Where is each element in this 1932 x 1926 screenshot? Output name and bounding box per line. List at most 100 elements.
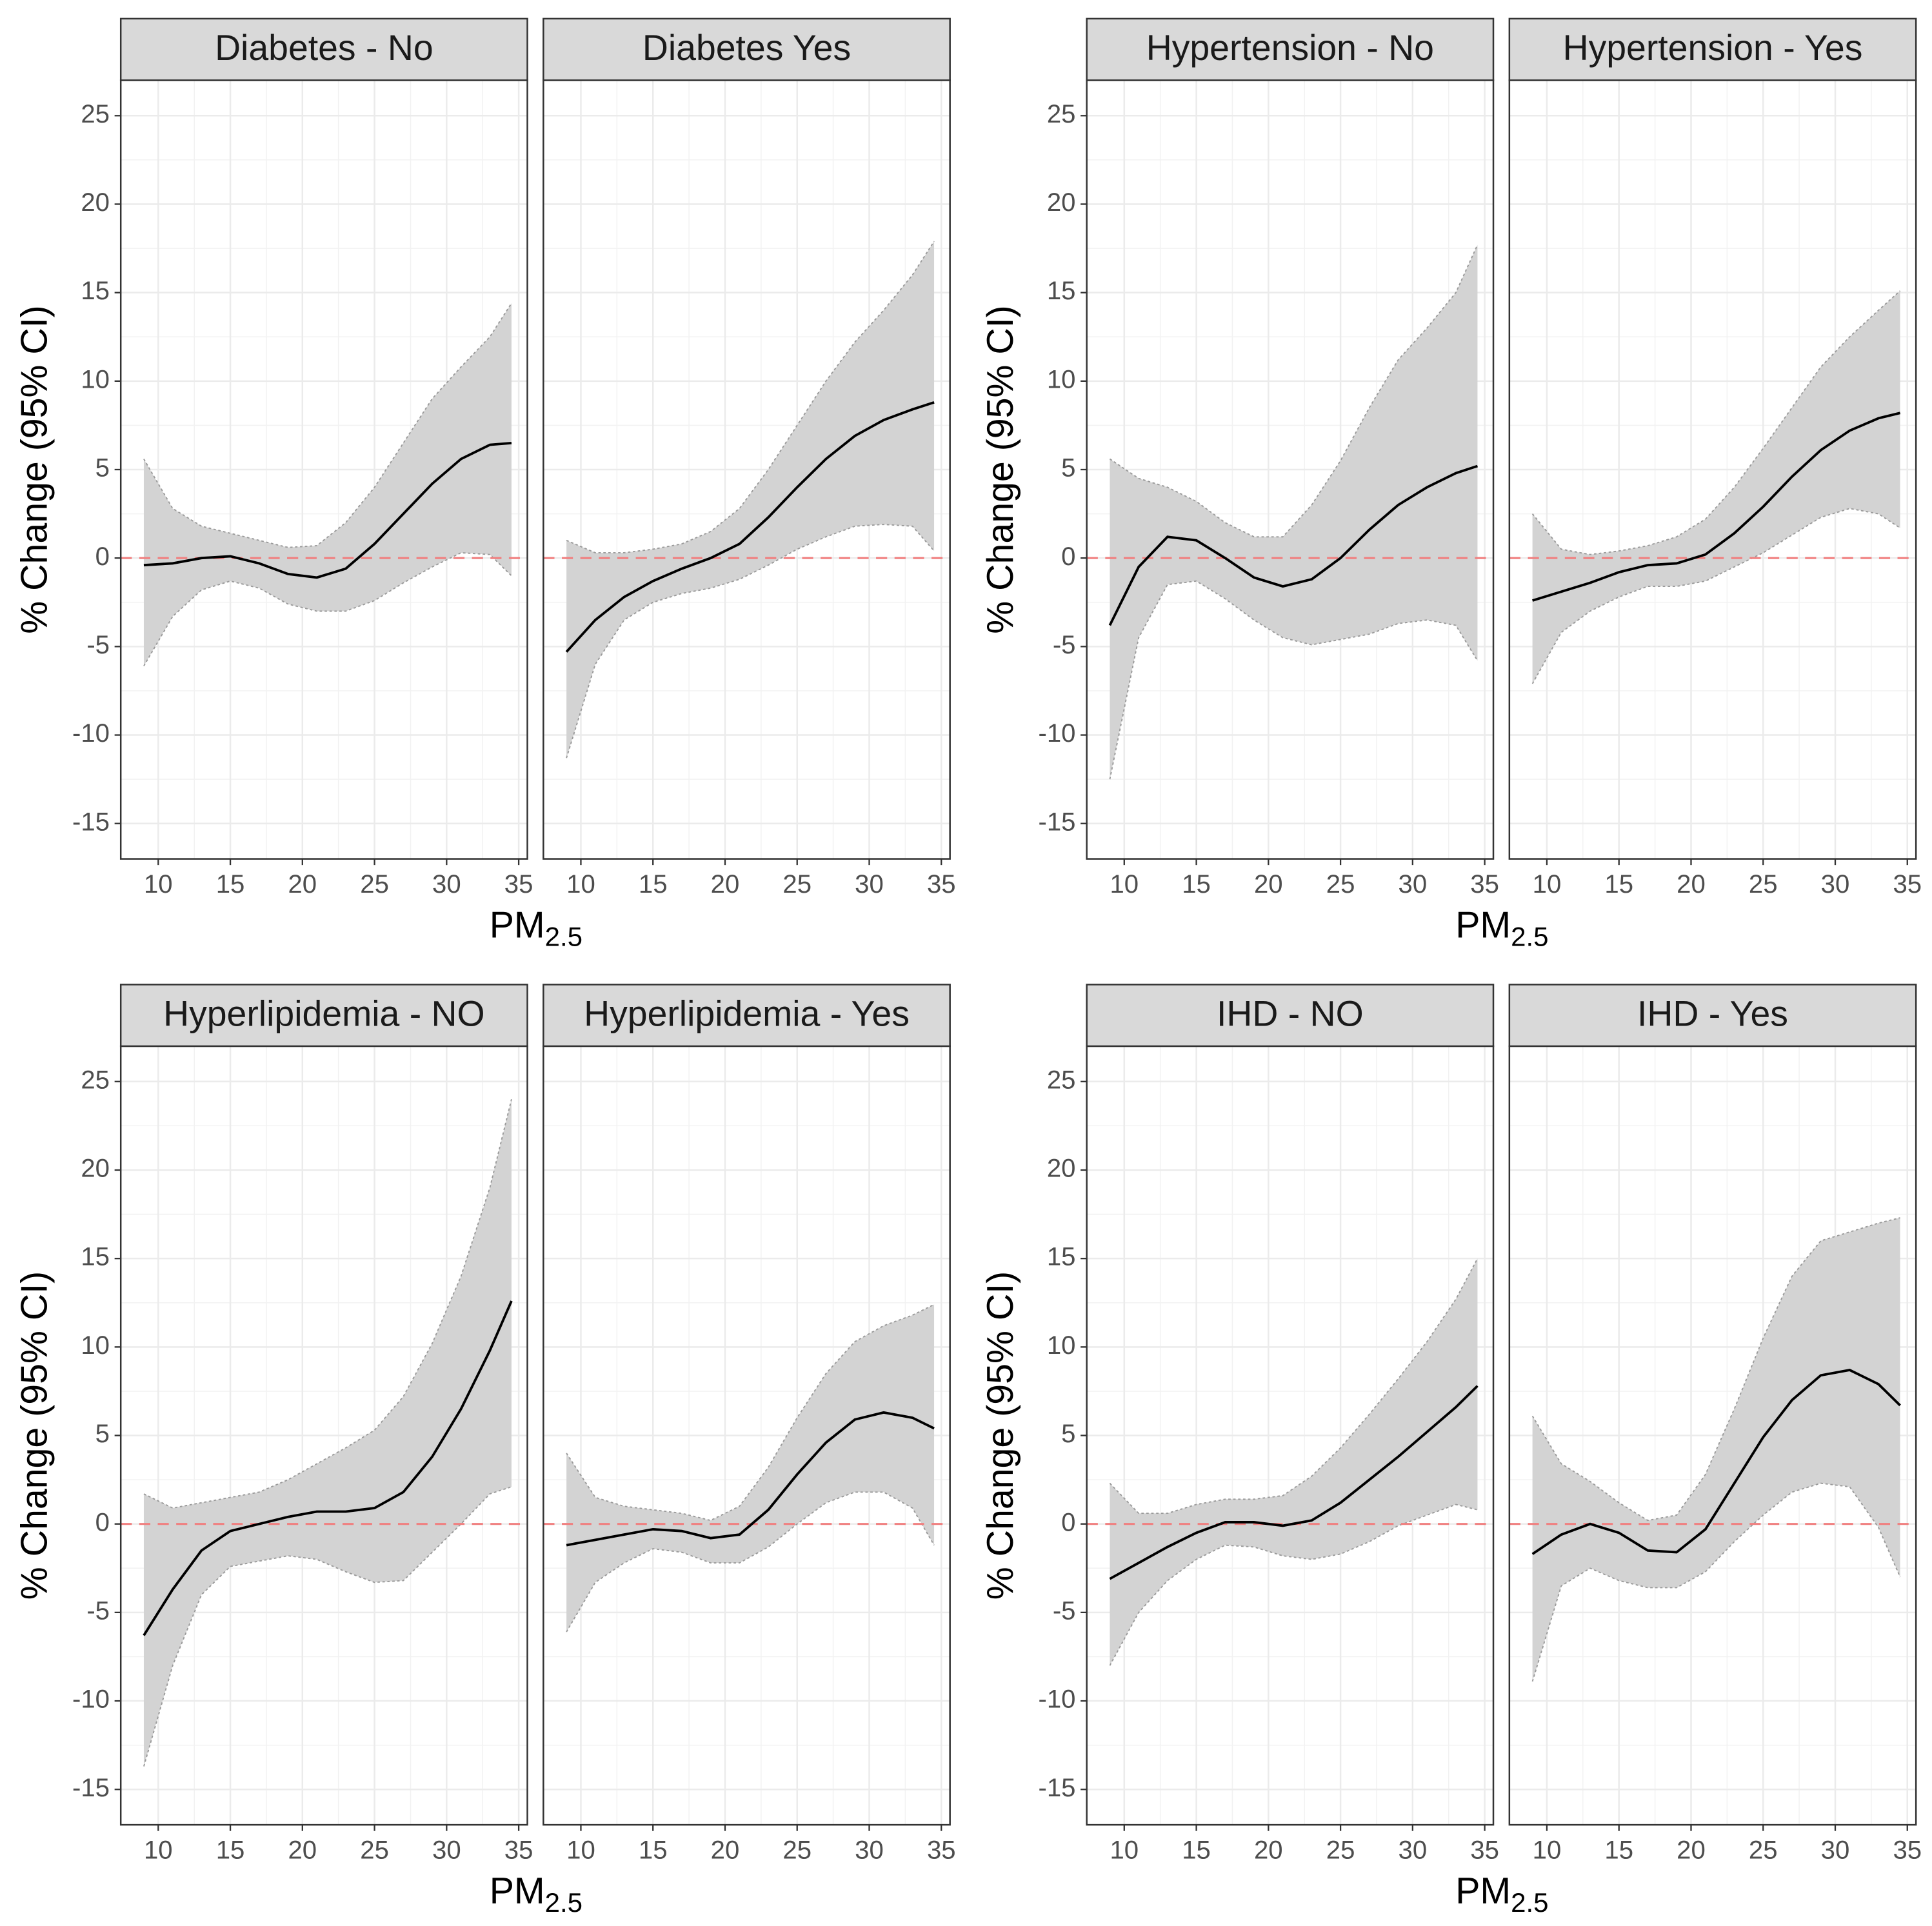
- strip-title: Diabetes - No: [215, 28, 433, 68]
- y-tick-label: -5: [86, 631, 110, 659]
- x-axis-title: PM2.5: [490, 1871, 583, 1918]
- band-edge: [1109, 1504, 1478, 1666]
- x-tick-label: 30: [1821, 870, 1850, 898]
- facet: 10 15 20 25 30 35 Diabetes Yes: [543, 17, 956, 898]
- estimate-line: [1108, 464, 1479, 626]
- x-tick-label: 25: [1326, 870, 1355, 898]
- x-tick-label: 30: [1821, 1836, 1850, 1865]
- strip-title: Hypertension - No: [1146, 28, 1434, 68]
- band-edge: [1109, 1258, 1479, 1514]
- y-tick-label: 5: [1061, 1420, 1075, 1448]
- x-tick-label: 15: [216, 870, 245, 898]
- facet: -15 -10 -5 0 5 10 15 20 25 10 15 20 25 30 35 Hypertensi…: [1039, 17, 1499, 898]
- band-edge: [566, 241, 935, 553]
- strip: [119, 17, 528, 81]
- strip-title: IHD - NO: [1217, 994, 1364, 1034]
- x-tick-label: 35: [1470, 1836, 1499, 1865]
- y-tick-label: 5: [95, 1420, 110, 1448]
- band-edge: [566, 524, 935, 759]
- x-tick-label: 20: [1677, 1836, 1706, 1865]
- y-tick-label: -5: [1053, 631, 1076, 659]
- x-tick-label: 15: [1604, 870, 1633, 898]
- x-axis-title-subscript: 2.5: [1511, 922, 1548, 952]
- x-tick-label: 10: [566, 870, 595, 898]
- x-tick-label: 20: [711, 1836, 740, 1865]
- confidence-band: [143, 303, 512, 666]
- estimate-line: [566, 1411, 935, 1547]
- x-tick-label: 20: [1254, 870, 1283, 898]
- strip: [1508, 17, 1917, 81]
- x-tick-label: 35: [504, 870, 533, 898]
- y-tick-label: -10: [72, 719, 110, 748]
- x-tick-label: 15: [639, 1836, 668, 1865]
- y-tick-label: 10: [81, 1331, 110, 1360]
- band-edge: [1109, 580, 1479, 780]
- x-axis-title-main: PM: [1455, 905, 1511, 946]
- x-tick-label: 20: [288, 1836, 317, 1865]
- estimate-line: [1531, 1369, 1901, 1555]
- band-edge: [1531, 290, 1901, 555]
- x-tick-label: 35: [927, 1836, 956, 1865]
- chart: -15 -10 -5 0 5 10 15 20 25 10 15 20 25 30 35 Hyperlipid…: [14, 984, 956, 1918]
- y-tick-label: 10: [81, 365, 110, 393]
- strip: [119, 984, 528, 1047]
- y-tick-label: 20: [81, 188, 110, 217]
- y-tick-label: 25: [81, 1066, 110, 1094]
- strip-title: IHD - Yes: [1637, 994, 1788, 1034]
- strip: [1086, 984, 1495, 1047]
- facet: 10 15 20 25 30 35 Hypertension - Yes: [1508, 17, 1922, 898]
- strip: [1086, 17, 1495, 81]
- y-tick-label: -15: [1039, 808, 1076, 836]
- y-tick-label: 15: [1047, 1243, 1076, 1271]
- x-axis-title: PM2.5: [490, 905, 583, 952]
- y-tick-label: 0: [1061, 542, 1075, 571]
- x-axis-title-main: PM: [1455, 1871, 1511, 1912]
- x-tick-label: 15: [216, 1836, 245, 1865]
- band-edge: [1531, 508, 1901, 684]
- y-tick-label: 10: [1047, 1331, 1076, 1360]
- strip-title: Hyperlipidemia - NO: [163, 994, 485, 1034]
- x-tick-label: 10: [144, 1836, 173, 1865]
- chart: -15 -10 -5 0 5 10 15 20 25 10 15 20 25 30 35 Hypertensi…: [980, 17, 1922, 952]
- chart: -15 -10 -5 0 5 10 15 20 25 10 15 20 25 30 35 IHD - NO 10…: [980, 984, 1922, 1918]
- chart: -15 -10 -5 0 5 10 15 20 25 10 15 20 25 30 35 Diabetes -…: [14, 17, 956, 952]
- estimate-line: [1109, 1385, 1479, 1580]
- x-tick-label: 25: [360, 870, 389, 898]
- x-axis-title-main: PM: [490, 905, 545, 946]
- x-tick-label: 10: [1110, 870, 1139, 898]
- y-tick-label: 0: [1061, 1508, 1075, 1536]
- x-tick-label: 30: [855, 870, 884, 898]
- confidence-band: [1532, 290, 1900, 684]
- x-tick-label: 10: [566, 1836, 595, 1865]
- y-tick-label: 0: [95, 1508, 110, 1536]
- y-axis-title: % Change (95% CI): [14, 1271, 55, 1600]
- y-tick-label: 20: [1047, 1155, 1076, 1183]
- confidence-band: [566, 241, 935, 759]
- facet: -15 -10 -5 0 5 10 15 20 25 10 15 20 25 30 35 Hyperlipid…: [72, 984, 533, 1865]
- x-tick-label: 15: [1182, 1836, 1211, 1865]
- x-tick-label: 30: [855, 1836, 884, 1865]
- x-tick-label: 20: [711, 870, 740, 898]
- y-tick-label: 25: [1047, 100, 1076, 128]
- x-tick-label: 10: [1110, 1836, 1139, 1865]
- x-tick-label: 20: [1677, 870, 1706, 898]
- band-edge: [143, 1486, 512, 1767]
- x-tick-label: 15: [639, 870, 668, 898]
- y-tick-label: 20: [81, 1155, 110, 1183]
- y-tick-label: 15: [81, 277, 110, 305]
- x-tick-label: 35: [1470, 870, 1499, 898]
- strip: [543, 984, 951, 1047]
- strip-title: Diabetes Yes: [642, 28, 851, 68]
- strip: [543, 17, 951, 81]
- facet: -15 -10 -5 0 5 10 15 20 25 10 15 20 25 30 35 Diabetes -…: [72, 17, 533, 898]
- x-tick-label: 25: [1326, 1836, 1355, 1865]
- confidence-band: [1110, 244, 1478, 780]
- x-tick-label: 10: [1533, 1836, 1562, 1865]
- x-axis-title-main: PM: [490, 1871, 545, 1912]
- x-tick-label: 20: [1254, 1836, 1283, 1865]
- y-tick-label: -15: [72, 1774, 110, 1802]
- strip-title: Hyperlipidemia - Yes: [584, 994, 910, 1034]
- x-tick-label: 25: [782, 870, 812, 898]
- band-edge: [566, 1304, 935, 1522]
